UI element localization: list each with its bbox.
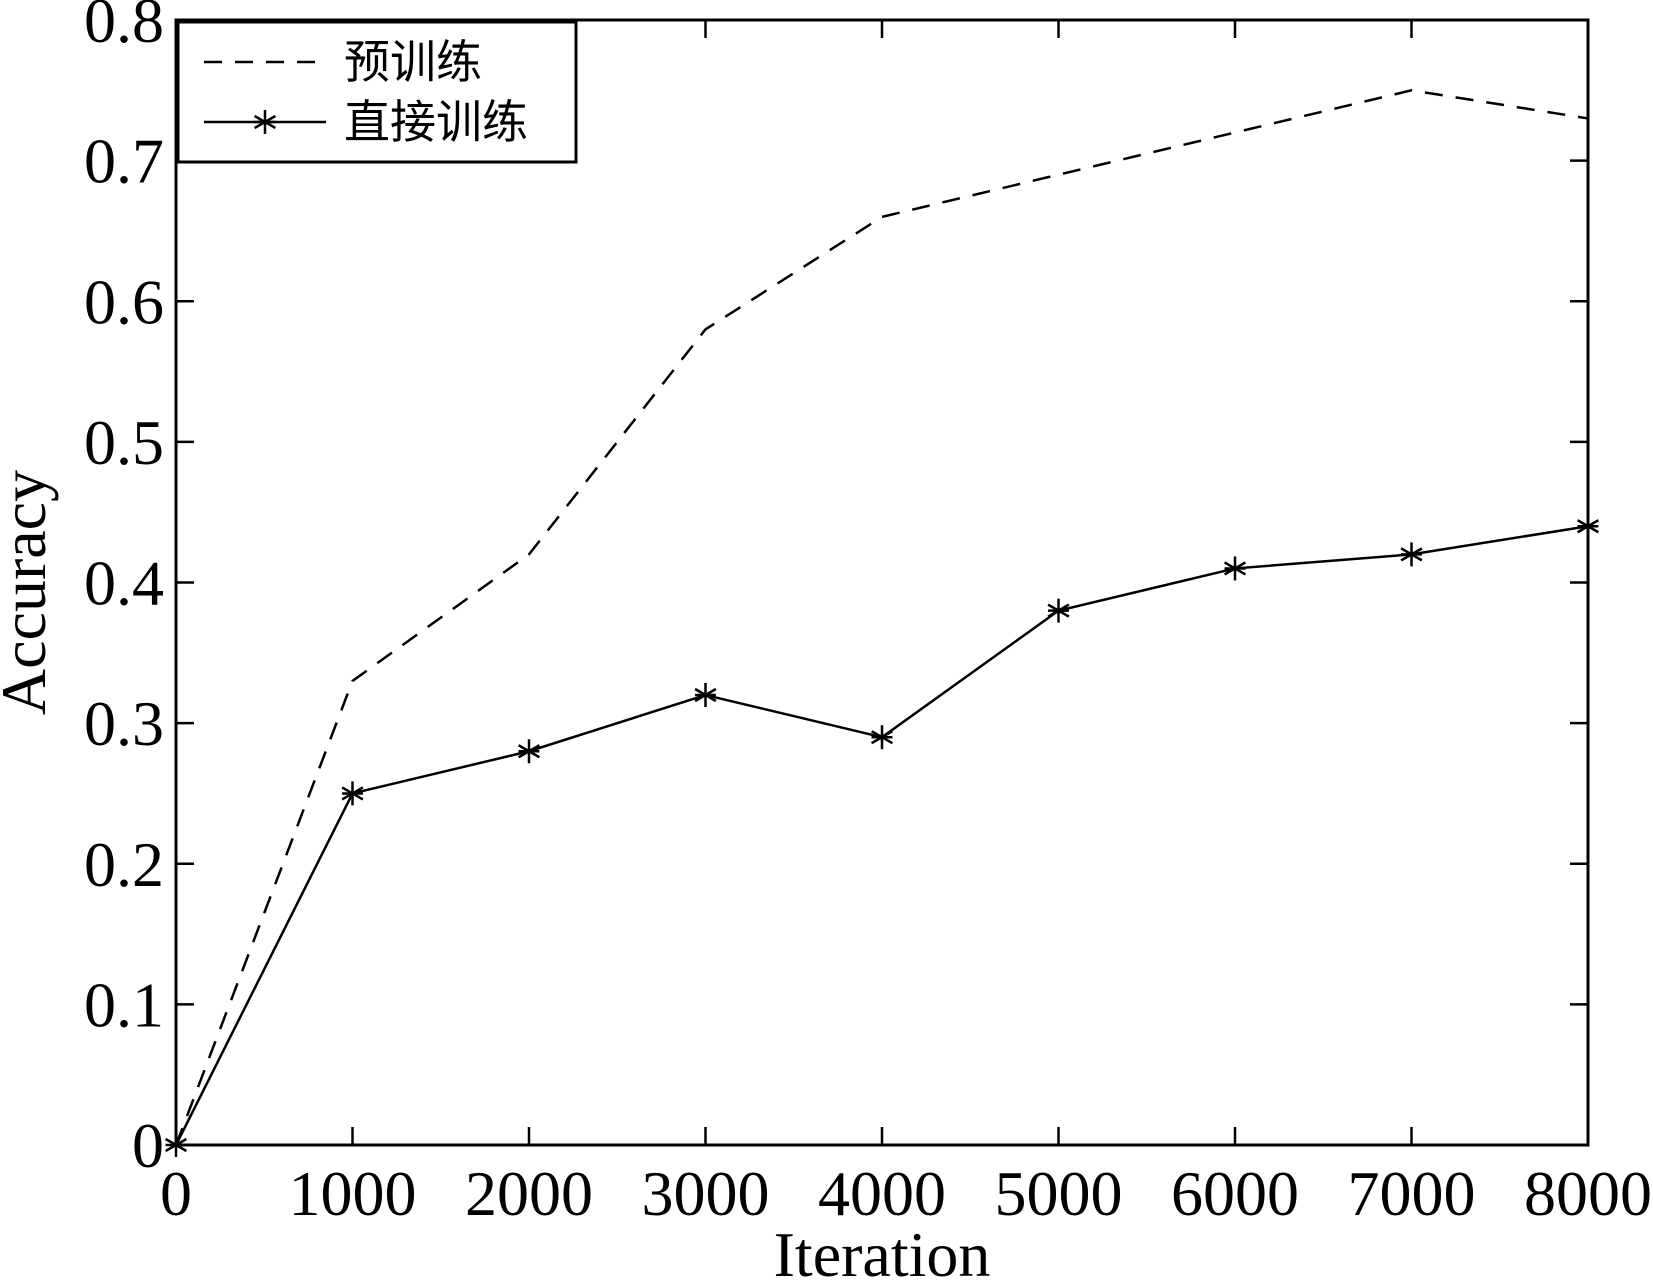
legend-box: [176, 20, 578, 164]
asterisk-marker: [1047, 598, 1070, 623]
asterisk-marker: [517, 739, 541, 764]
x-tick-label: 6000: [1171, 1158, 1299, 1229]
y-tick-label: 0.3: [84, 688, 164, 759]
asterisk-marker: [253, 110, 277, 134]
x-tick-label: 7000: [1348, 1158, 1476, 1229]
x-tick-label: 1000: [289, 1158, 417, 1229]
y-tick-label: 0.5: [84, 407, 164, 478]
y-tick-label: 0: [132, 1110, 164, 1181]
asterisk-marker: [1400, 542, 1423, 567]
x-axis-label: Iteration: [774, 1219, 991, 1283]
x-tick-label: 8000: [1524, 1158, 1652, 1229]
asterisk-marker: [1223, 556, 1247, 581]
x-tick-label: 2000: [465, 1158, 593, 1229]
legend: 预训练 直接训练: [176, 20, 578, 164]
x-tick-label: 5000: [995, 1158, 1123, 1229]
y-tick-labels: 0 0.1 0.2 0.3 0.4 0.5 0.6 0.7 0.8: [84, 0, 164, 1181]
y-tick-label: 0.8: [84, 0, 164, 56]
y-tick-label: 0.7: [84, 126, 164, 197]
x-tick-labels: 0 1000 2000 3000 4000 5000 6000 7000 8000: [160, 1158, 1652, 1229]
legend-marker-asterisk: [253, 110, 277, 134]
asterisk-marker: [341, 781, 364, 806]
y-tick-label: 0.4: [84, 548, 164, 619]
y-tick-label: 0.1: [84, 969, 164, 1040]
x-tick-label: 3000: [642, 1158, 770, 1229]
x-tick-label: 4000: [818, 1158, 946, 1229]
asterisk-marker: [870, 725, 894, 750]
series-line-pretrained: [174, 89, 1589, 1146]
x-tick-label: 0: [160, 1158, 192, 1229]
plot-frame: [174, 18, 1590, 1147]
y-tick-label: 0.6: [84, 266, 164, 337]
legend-label-direct: 直接训练: [344, 97, 528, 148]
legend-label-pretrained: 预训练: [344, 37, 482, 88]
asterisk-marker: [694, 683, 717, 707]
y-axis-label: Accuracy: [0, 470, 59, 715]
y-tick-label: 0.2: [84, 829, 164, 900]
